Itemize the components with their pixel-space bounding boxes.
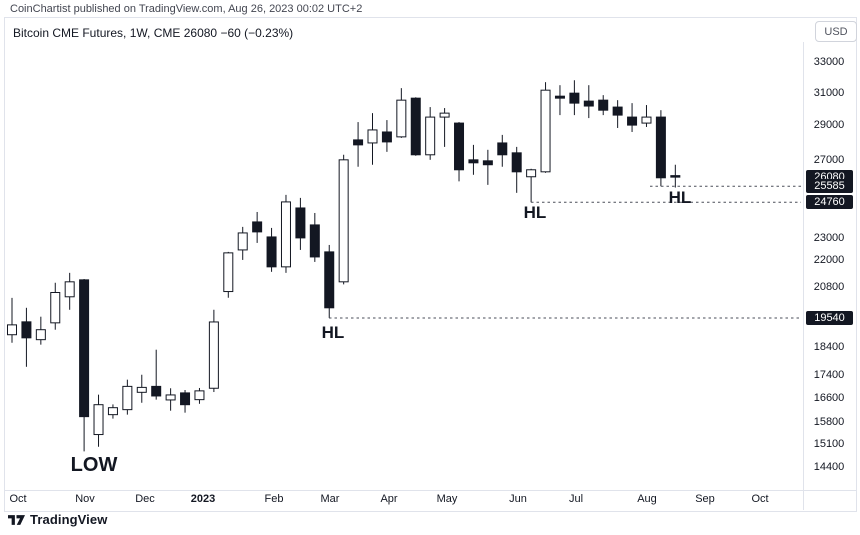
candle-up xyxy=(425,116,436,156)
annotation-label: HL xyxy=(669,188,692,207)
x-tick-label: Feb xyxy=(264,493,284,505)
candle-up xyxy=(64,281,75,298)
y-tick-label: 15800 xyxy=(813,415,845,428)
candle-up xyxy=(7,324,17,336)
x-tick-label: Sep xyxy=(695,493,715,505)
tradingview-logo-icon xyxy=(8,514,25,525)
currency-button[interactable]: USD xyxy=(815,21,857,42)
annotation-label: HL xyxy=(322,323,345,342)
x-tick-label: Nov xyxy=(75,493,95,505)
candle-up xyxy=(93,404,104,436)
attribution-text: CoinChartist published on TradingView.co… xyxy=(10,3,363,15)
y-tick-label: 31000 xyxy=(813,86,845,99)
x-tick-label: Oct xyxy=(9,493,27,505)
candle-up xyxy=(107,407,118,416)
candle-down xyxy=(554,95,565,99)
candle-up xyxy=(367,129,378,144)
candle-up xyxy=(540,89,551,173)
candle-down xyxy=(79,279,90,418)
y-tick-label: 17400 xyxy=(813,368,845,381)
symbol-header: Bitcoin CME Futures, 1W, CME 26080 −60 (… xyxy=(13,26,293,40)
candle-down xyxy=(670,175,681,178)
candle-up xyxy=(194,390,205,401)
time-axis-separator xyxy=(4,490,856,491)
candle-down xyxy=(309,224,320,258)
y-tick-label: 20800 xyxy=(813,281,845,294)
candle-up xyxy=(208,321,219,389)
candle-down xyxy=(627,116,638,126)
candle-up xyxy=(338,159,349,283)
candle-up xyxy=(50,291,61,324)
candle-up xyxy=(136,386,147,393)
chart-widget-frame xyxy=(4,17,857,512)
candle-down xyxy=(569,92,580,104)
candle-up xyxy=(165,394,176,401)
symbol-title: Bitcoin CME Futures, 1W, CME xyxy=(13,26,181,40)
candle-down xyxy=(21,321,32,339)
y-tick-label: 16600 xyxy=(813,391,845,404)
annotation-label: HL xyxy=(524,203,547,222)
y-tick-label: 27000 xyxy=(813,154,845,166)
candle-down xyxy=(497,142,508,156)
candle-down xyxy=(511,152,522,173)
x-tick-label: Oct xyxy=(751,493,769,505)
candle-up xyxy=(237,232,248,251)
candle-down xyxy=(410,97,421,156)
candle-down xyxy=(482,160,493,166)
candle-up xyxy=(122,385,133,411)
y-tick-label: 29000 xyxy=(813,119,845,132)
y-tick-label: 18400 xyxy=(813,341,845,354)
price-axis-separator xyxy=(803,42,804,510)
x-tick-label: Dec xyxy=(135,493,155,505)
candle-down xyxy=(655,116,666,179)
y-tick-label: 33000 xyxy=(813,56,845,68)
candle-up xyxy=(280,201,291,268)
candle-down xyxy=(381,131,392,143)
candle-up xyxy=(526,169,537,178)
tradingview-logo[interactable]: TradingView xyxy=(8,512,107,527)
annotation-label: LOW xyxy=(71,454,118,476)
candle-down xyxy=(151,385,162,397)
x-tick-label: May xyxy=(436,493,458,505)
y-tick-label: 23000 xyxy=(813,232,845,245)
price-badge: 25585 xyxy=(806,179,853,194)
candle-down xyxy=(324,251,335,309)
x-tick-label: Apr xyxy=(380,493,398,505)
last-price: 26080 xyxy=(183,26,218,40)
candle-up xyxy=(223,252,234,293)
x-tick-label: 2023 xyxy=(190,493,216,505)
x-tick-label: Mar xyxy=(320,493,340,505)
candle-down xyxy=(468,159,479,164)
price-badge: 24760 xyxy=(806,195,853,210)
y-tick-label: 14400 xyxy=(813,461,845,474)
candle-down xyxy=(612,106,623,116)
candle-down xyxy=(598,99,609,111)
x-tick-label: Jul xyxy=(568,493,584,505)
candle-down xyxy=(295,207,306,239)
y-tick-label: 22000 xyxy=(813,254,845,267)
tradingview-logo-text: TradingView xyxy=(30,512,108,527)
candle-down xyxy=(583,100,594,107)
candle-down xyxy=(353,139,364,146)
candle-down xyxy=(454,122,465,171)
candle-up xyxy=(439,112,450,118)
x-tick-label: Aug xyxy=(637,493,657,505)
candle-down xyxy=(266,236,277,268)
price-badge: 19540 xyxy=(806,310,853,325)
candle-up xyxy=(641,116,652,124)
candle-up xyxy=(35,329,46,341)
candle-up xyxy=(396,99,407,138)
x-tick-label: Jun xyxy=(509,493,527,505)
price-change: −60 (−0.23%) xyxy=(220,26,294,40)
candle-down xyxy=(180,392,191,406)
y-tick-label: 15100 xyxy=(813,437,845,450)
candle-down xyxy=(252,221,263,233)
